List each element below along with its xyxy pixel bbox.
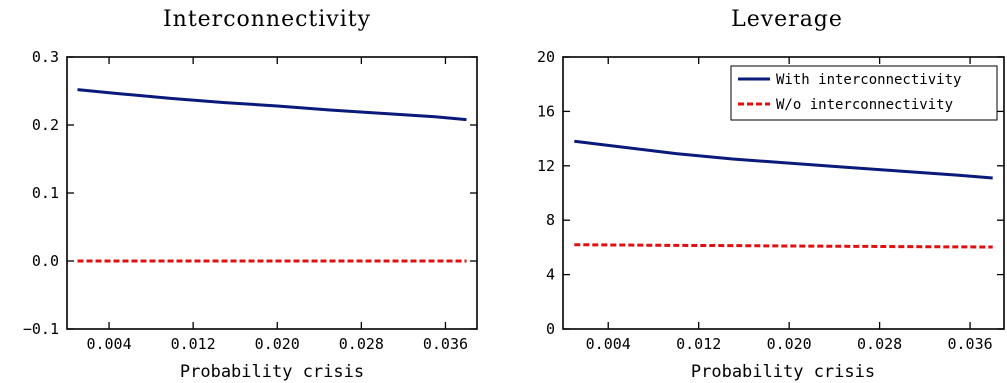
x-tick-label: 0.036	[947, 335, 992, 353]
x-tick-label: 0.020	[255, 335, 300, 353]
plot-frame	[66, 56, 478, 330]
x-tick-label: 0.036	[423, 335, 468, 353]
x-tick-label: 0.012	[676, 335, 721, 353]
y-tick-label: 12	[537, 157, 555, 175]
x-tick-label: 0.004	[86, 335, 131, 353]
series-line-w-o-interconnectivity	[574, 243, 993, 249]
series-group	[77, 88, 467, 263]
x-axis: 0.004 0.012 0.020 0.028 0.036	[86, 57, 468, 353]
x-tick-label: 0.012	[171, 335, 216, 353]
legend-label-with-interconnectivity: With interconnectivity	[776, 72, 961, 88]
chart-title: Leverage	[731, 7, 843, 32]
legend-box	[730, 65, 998, 121]
x-axis: 0.004 0.012 0.020 0.028 0.036	[586, 57, 993, 353]
x-tick-label: 0.028	[339, 335, 384, 353]
y-tick-label: 20	[537, 48, 555, 66]
y-tick-label: 0.1	[32, 184, 59, 202]
series-group	[574, 139, 993, 249]
x-tick-label: 0.004	[586, 335, 631, 353]
y-tick-label: −0.1	[23, 320, 59, 338]
legend: With interconnectivity W/o interconnecti…	[730, 65, 998, 121]
chart-title: Interconnectivity	[163, 7, 371, 32]
plot-frame	[562, 56, 1005, 330]
x-axis-label: Probability crisis	[691, 362, 875, 382]
y-axis: 0 4 8 12 16 20	[537, 48, 1004, 338]
series-line-with-interconnectivity	[574, 139, 993, 180]
y-tick-label: 0.2	[32, 116, 59, 134]
y-axis: −0.1 0.0 0.1 0.2 0.3	[23, 48, 477, 338]
x-tick-label: 0.028	[857, 335, 902, 353]
y-tick-label: 4	[546, 266, 555, 284]
legend-label-without-interconnectivity: W/o interconnectivity	[776, 97, 953, 113]
y-tick-label: 16	[537, 102, 555, 120]
y-tick-label: 8	[546, 211, 555, 229]
chart-panel-interconnectivity: Interconnectivity −0.1 0.0 0.1 0.2 0.3 0.004…	[23, 7, 478, 382]
y-tick-label: 0	[546, 320, 555, 338]
y-tick-label: 0.0	[32, 252, 59, 270]
y-tick-label: 0.3	[32, 48, 59, 66]
x-tick-label: 0.020	[767, 335, 812, 353]
x-axis-label: Probability crisis	[180, 362, 364, 382]
series-line-with-interconnectivity	[77, 88, 467, 122]
